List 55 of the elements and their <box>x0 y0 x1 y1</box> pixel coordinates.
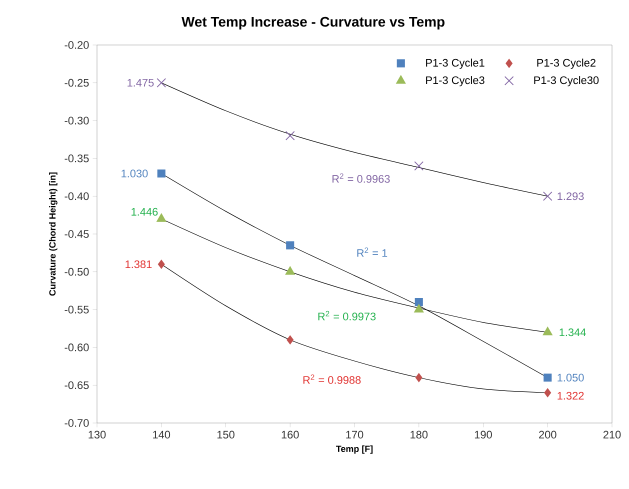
x-tick-label: 140 <box>153 430 170 439</box>
point <box>285 131 295 140</box>
x-tick-label: 200 <box>539 430 556 439</box>
y-tick-label: -0.50 <box>64 268 89 276</box>
annotation: R$^{2}$ = 1 <box>357 247 388 257</box>
y-tick-label: -0.45 <box>64 230 89 238</box>
y-tick-label: -0.55 <box>64 306 89 314</box>
x-tick-label: 210 <box>603 430 621 439</box>
annotation: 1.475 <box>128 78 154 87</box>
legend-label: P1-3 Cycle30 <box>534 76 599 86</box>
y-tick-label: -0.60 <box>64 344 89 352</box>
y-tick-label: -0.25 <box>64 78 89 87</box>
x-tick-label: 180 <box>410 430 428 439</box>
point <box>414 298 423 306</box>
annotation: 1.030 <box>122 170 148 178</box>
x-tick-label: 170 <box>346 430 364 439</box>
point <box>157 169 166 178</box>
y-tick-label: -0.20 <box>64 41 89 49</box>
y-tick-label: -0.35 <box>64 154 89 162</box>
annotation: 1.381 <box>126 260 152 268</box>
chart-title: Wet Temp Increase - Curvature vs Temp <box>182 16 444 30</box>
legend-label: P1-3 Cycle3 <box>426 76 484 86</box>
point <box>156 78 166 88</box>
y-tick-label: -0.70 <box>64 419 89 427</box>
x-tick-label: 190 <box>474 430 492 439</box>
point <box>414 304 424 313</box>
annotation: 1.446 <box>132 208 158 216</box>
y-tick-label: -0.65 <box>64 381 89 390</box>
point <box>158 260 165 269</box>
point <box>285 266 295 275</box>
point <box>542 192 552 201</box>
annotation: R$^{2}$ = 0.9973 <box>318 310 376 320</box>
y-tick-label: -0.30 <box>64 116 89 124</box>
x-tick-label: 150 <box>217 430 234 439</box>
legend-label: P1-3 Cycle1 <box>426 58 484 69</box>
annotation: 1.050 <box>558 374 584 382</box>
y-tick-label: -0.40 <box>64 192 89 200</box>
point <box>544 374 552 382</box>
point <box>542 326 552 336</box>
annotation: 1.344 <box>560 328 586 336</box>
annotation: R$^{2}$ = 0.9988 <box>303 374 361 384</box>
y-axis-title: Curvature (Chord Height) [in] <box>49 172 58 296</box>
annotation: R$^{2}$ = 0.9963 <box>332 173 390 183</box>
x-tick-label: 160 <box>282 430 299 439</box>
x-tick-label: 130 <box>88 430 106 439</box>
point <box>286 335 294 344</box>
point <box>414 161 424 171</box>
x-axis-title: Temp [F] <box>336 445 373 454</box>
annotation: 1.293 <box>558 192 584 200</box>
point <box>544 388 552 398</box>
legend-label: P1-3 Cycle2 <box>537 58 596 69</box>
point <box>286 241 294 250</box>
point <box>415 373 422 382</box>
point <box>156 213 166 222</box>
annotation: 1.322 <box>558 392 584 400</box>
